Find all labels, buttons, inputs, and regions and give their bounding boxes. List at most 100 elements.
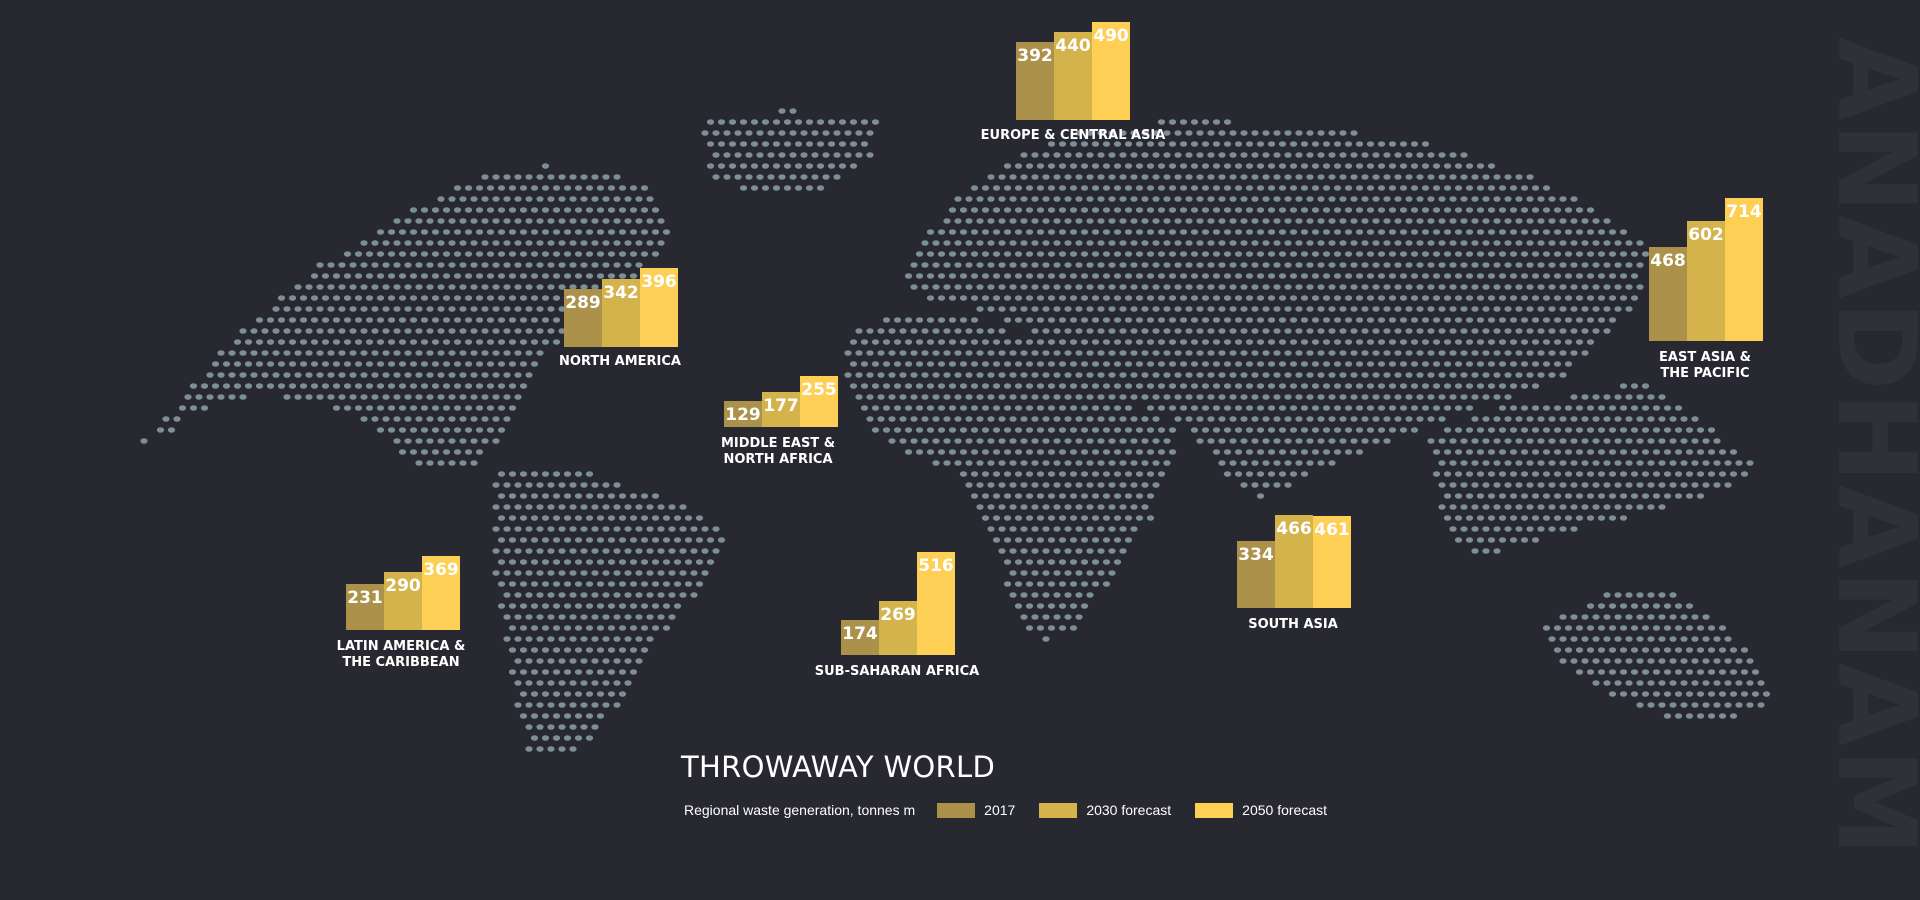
- map-dot: [1163, 350, 1171, 356]
- map-dot: [1256, 405, 1265, 411]
- map-dot: [1663, 493, 1672, 499]
- map-dot: [871, 383, 880, 389]
- map-dot: [1317, 306, 1325, 312]
- map-dot: [305, 394, 313, 400]
- map-dot: [360, 328, 368, 334]
- map-dot: [1256, 229, 1265, 235]
- map-dot: [464, 383, 473, 389]
- map-dot: [1443, 515, 1452, 521]
- map-dot: [1212, 273, 1221, 279]
- map-dot: [1322, 317, 1331, 323]
- map-dot: [987, 416, 995, 422]
- map-dot: [1036, 427, 1045, 433]
- map-dot: [1141, 328, 1149, 334]
- map-dot: [1042, 394, 1050, 400]
- map-dot: [1504, 284, 1512, 290]
- map-dot: [1130, 196, 1138, 202]
- map-dot: [250, 328, 258, 334]
- map-dot: [1553, 471, 1562, 477]
- map-dot: [1289, 339, 1298, 345]
- map-dot: [1014, 515, 1023, 521]
- map-dot: [1031, 152, 1039, 158]
- map-dot: [1482, 416, 1490, 422]
- map-dot: [1295, 394, 1303, 400]
- map-dot: [1157, 229, 1166, 235]
- map-dot: [1553, 317, 1562, 323]
- map-dot: [981, 427, 990, 433]
- map-dot: [431, 427, 440, 433]
- map-dot: [1432, 339, 1441, 345]
- map-dot: [1130, 130, 1138, 136]
- map-dot: [855, 152, 863, 158]
- map-dot: [503, 394, 511, 400]
- bar-europe-and-central-asia-0: 392: [1016, 42, 1054, 120]
- map-dot: [1399, 361, 1408, 367]
- map-dot: [211, 383, 220, 389]
- map-dot: [1047, 207, 1056, 213]
- map-dot: [1636, 702, 1644, 708]
- map-dot: [1306, 196, 1314, 202]
- map-dot: [1537, 460, 1545, 466]
- map-dot: [508, 339, 517, 345]
- map-dot: [1542, 185, 1551, 191]
- map-dot: [1218, 284, 1226, 290]
- map-dot: [1570, 196, 1578, 202]
- map-dot: [1454, 493, 1463, 499]
- map-dot: [838, 141, 847, 147]
- map-dot: [1449, 240, 1457, 246]
- map-dot: [217, 372, 225, 378]
- map-dot: [1355, 383, 1364, 389]
- map-dot: [1509, 295, 1518, 301]
- map-dot: [1064, 152, 1072, 158]
- map-dot: [943, 240, 951, 246]
- map-dot: [673, 515, 682, 521]
- map-dot: [1432, 229, 1441, 235]
- map-dot: [987, 504, 995, 510]
- map-dot: [1592, 328, 1600, 334]
- map-dot: [1438, 438, 1446, 444]
- map-dot: [1102, 493, 1111, 499]
- map-dot: [1355, 405, 1364, 411]
- map-dot: [910, 438, 918, 444]
- map-dot: [1641, 405, 1650, 411]
- map-dot: [1289, 383, 1298, 389]
- map-dot: [1460, 196, 1468, 202]
- map-dot: [1614, 482, 1622, 488]
- map-dot: [1091, 471, 1100, 477]
- map-dot: [525, 592, 533, 598]
- map-dot: [1526, 350, 1534, 356]
- map-dot: [580, 174, 588, 180]
- map-dot: [1102, 339, 1111, 345]
- map-dot: [1559, 504, 1567, 510]
- map-dot: [1267, 383, 1276, 389]
- map-dot: [420, 405, 429, 411]
- map-dot: [1603, 460, 1611, 466]
- map-dot: [618, 559, 627, 565]
- map-dot: [1130, 218, 1138, 224]
- map-dot: [1047, 427, 1056, 433]
- map-dot: [1388, 361, 1397, 367]
- map-dot: [1674, 647, 1683, 653]
- map-dot: [360, 372, 368, 378]
- map-dot: [772, 141, 781, 147]
- map-dot: [1366, 427, 1375, 433]
- map-dot: [607, 537, 616, 543]
- map-dot: [486, 229, 495, 235]
- map-dot: [1476, 273, 1485, 279]
- map-dot: [464, 295, 473, 301]
- map-dot: [1196, 372, 1204, 378]
- map-dot: [1047, 559, 1056, 565]
- map-dot: [712, 174, 720, 180]
- map-dot: [1581, 614, 1589, 620]
- map-dot: [255, 317, 264, 323]
- map-dot: [1509, 449, 1518, 455]
- map-dot: [1256, 185, 1265, 191]
- map-dot: [277, 361, 286, 367]
- map-dot: [1592, 504, 1600, 510]
- map-dot: [1135, 383, 1144, 389]
- map-dot: [1207, 284, 1215, 290]
- map-dot: [1328, 240, 1336, 246]
- map-dot: [635, 658, 643, 664]
- bar-value-label: 392: [1017, 46, 1053, 66]
- map-dot: [1520, 361, 1529, 367]
